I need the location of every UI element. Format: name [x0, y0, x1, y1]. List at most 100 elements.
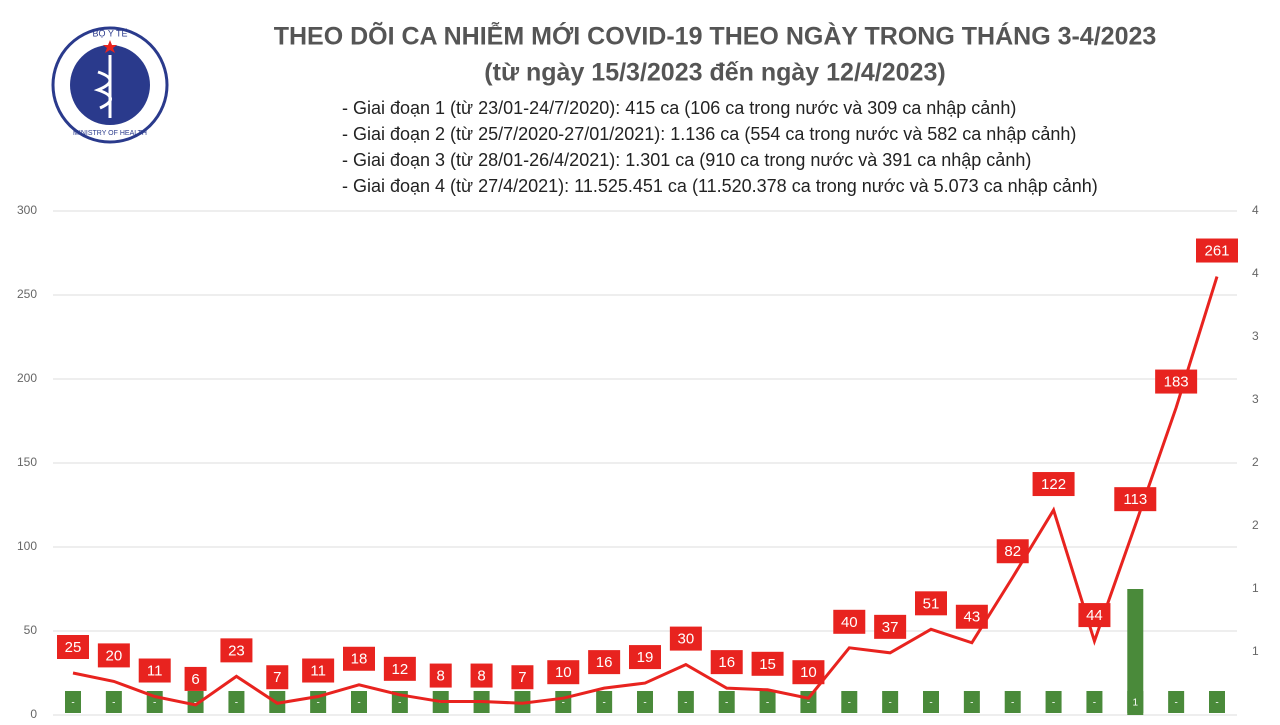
- y-tick-label: 250: [17, 287, 37, 301]
- bar-label: -: [1093, 698, 1096, 709]
- value-label-box: [1114, 487, 1157, 512]
- y-tick-label: 150: [17, 455, 37, 469]
- bar-label: -: [153, 698, 156, 709]
- bar-label: -: [807, 698, 810, 709]
- bar-label: -: [357, 698, 360, 709]
- bar-label: -: [888, 698, 891, 709]
- bar-label: -: [71, 698, 74, 709]
- value-label-box: [343, 646, 375, 671]
- value-label: 44: [1086, 607, 1103, 624]
- note: - Giai đoạn 3 (từ 28/01-26/4/2021): 1.30…: [342, 150, 1031, 170]
- value-label-box: [302, 658, 335, 683]
- y2-tick-label: 1: [1252, 581, 1259, 595]
- bar-label: -: [1011, 698, 1014, 709]
- bar-label-box: [963, 691, 980, 713]
- bar-label-box: [841, 691, 858, 713]
- bar-label: -: [480, 698, 483, 709]
- bar-label: -: [439, 698, 442, 709]
- value-label: 16: [596, 654, 613, 671]
- chart-subtitle: (từ ngày 15/3/2023 đến ngày 12/4/2023): [484, 59, 945, 87]
- bar-label-box: [718, 691, 735, 713]
- y2-tick-label: 1: [1252, 644, 1259, 658]
- value-label-box: [833, 609, 866, 634]
- value-label: 183: [1164, 374, 1189, 391]
- bar-label: -: [1215, 698, 1218, 709]
- bar-label: -: [112, 698, 115, 709]
- bar-label-box: [1045, 691, 1062, 713]
- value-label: 7: [273, 669, 281, 686]
- value-label: 11: [310, 662, 326, 679]
- value-label-box: [1078, 603, 1111, 628]
- value-label-box: [97, 643, 130, 668]
- value-label-box: [470, 663, 493, 688]
- y2-tick-label: 3: [1252, 392, 1259, 406]
- value-label: 6: [191, 671, 199, 688]
- value-label: 20: [106, 647, 123, 664]
- y2-tick-label: 3: [1252, 329, 1259, 343]
- bar-label: -: [970, 698, 973, 709]
- bar-label: -: [929, 698, 932, 709]
- bar-label-box: [596, 691, 613, 713]
- bar-label-box: [228, 691, 245, 713]
- y-tick-label: 0: [30, 707, 37, 720]
- value-label-box: [547, 660, 580, 685]
- logo-star: [103, 40, 117, 53]
- y-tick-label: 50: [24, 623, 38, 637]
- logo-symbol: [93, 55, 112, 118]
- value-label-box: [915, 591, 947, 616]
- y2-tick-label: 2: [1252, 455, 1259, 469]
- value-label: 18: [351, 651, 368, 668]
- value-label: 19: [637, 649, 654, 666]
- bar-label-box: [882, 691, 899, 713]
- value-label: 40: [841, 614, 858, 631]
- value-label: 8: [437, 668, 445, 685]
- value-label-box: [1032, 472, 1075, 497]
- bar-label-box: [105, 691, 122, 713]
- value-label-box: [383, 656, 416, 681]
- value-label-box: [266, 665, 289, 690]
- bar-label: -: [1052, 698, 1055, 709]
- bar-label: -: [766, 698, 769, 709]
- value-label-box: [184, 666, 207, 691]
- bar-label-box: [1127, 691, 1144, 713]
- value-label-box: [1196, 238, 1238, 263]
- y-tick-label: 200: [17, 371, 37, 385]
- chart-title: THEO DÕI CA NHIỄM MỚI COVID-19 THEO NGÀY…: [274, 21, 1157, 51]
- bar-label: -: [1174, 698, 1177, 709]
- bar-label-box: [187, 691, 204, 713]
- value-label: 261: [1204, 242, 1229, 259]
- bar-label: -: [602, 698, 605, 709]
- bar-label-box: [1086, 691, 1103, 713]
- value-label: 10: [555, 664, 572, 681]
- value-label-box: [511, 665, 534, 690]
- note: - Giai đoạn 1 (từ 23/01-24/7/2020): 415 …: [342, 98, 1016, 118]
- bar: [1127, 589, 1144, 715]
- bar-label: -: [684, 698, 687, 709]
- bar-label-box: [1209, 691, 1225, 713]
- bar-label-box: [1168, 691, 1185, 713]
- value-label-box: [429, 663, 452, 688]
- value-label-box: [669, 626, 702, 651]
- value-label: 23: [228, 642, 245, 659]
- bar-label-box: [759, 691, 776, 713]
- bar-label-box: [637, 691, 653, 713]
- note: - Giai đoạn 4 (từ 27/4/2021): 11.525.451…: [342, 176, 1098, 196]
- value-label: 15: [759, 656, 776, 673]
- value-label: 7: [518, 669, 526, 686]
- value-label-box: [955, 604, 988, 629]
- value-label-box: [220, 638, 253, 663]
- note: - Giai đoạn 2 (từ 25/7/2020-27/01/2021):…: [342, 124, 1076, 144]
- y2-tick-label: 4: [1252, 203, 1259, 217]
- bar-label-box: [351, 691, 367, 713]
- value-label: 113: [1123, 491, 1147, 508]
- value-label: 43: [964, 609, 981, 626]
- value-label: 51: [923, 595, 940, 612]
- y2-tick-label: 4: [1252, 266, 1259, 280]
- value-label-box: [710, 650, 743, 675]
- bar-label: -: [235, 698, 238, 709]
- value-label-box: [57, 635, 89, 659]
- bar-label-box: [1004, 691, 1021, 713]
- bar-label: -: [725, 698, 728, 709]
- value-label: 82: [1004, 543, 1021, 560]
